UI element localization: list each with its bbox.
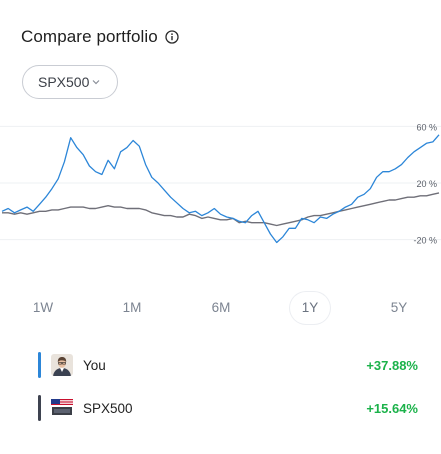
- us-flag-icon: [51, 399, 73, 417]
- header: Compare portfolio: [21, 27, 179, 47]
- chevron-down-icon: [92, 80, 100, 85]
- series-line-you: [1, 134, 440, 244]
- series-color-bar: [38, 352, 41, 378]
- legend-row-you: You +37.88%: [38, 352, 418, 378]
- y-tick-label: 60 %: [416, 122, 437, 132]
- y-tick-label: 20 %: [416, 179, 437, 189]
- page-title: Compare portfolio: [21, 27, 158, 46]
- info-icon[interactable]: [165, 30, 179, 44]
- range-1w[interactable]: 1W: [32, 300, 54, 315]
- range-1m[interactable]: 1M: [122, 300, 142, 315]
- range-1y[interactable]: 1Y: [290, 292, 330, 324]
- range-5y[interactable]: 5Y: [390, 300, 408, 315]
- avatar-icon: [51, 354, 73, 376]
- performance-chart[interactable]: 60 % 20 % -20 %: [0, 98, 441, 268]
- compare-select-value: SPX500: [38, 74, 90, 90]
- legend-return: +37.88%: [366, 357, 418, 373]
- legend-row-spx500: SPX500 +15.64%: [38, 395, 418, 421]
- series-line-spx500: [2, 192, 440, 227]
- y-tick-label: -20 %: [413, 236, 437, 246]
- legend-return: +15.64%: [366, 400, 418, 416]
- compare-select[interactable]: SPX500: [22, 65, 118, 99]
- time-range-selector: 1W 1M 6M 1Y 5Y: [0, 292, 441, 324]
- legend-name: You: [83, 357, 106, 373]
- series-color-bar: [38, 395, 41, 421]
- legend-name: SPX500: [83, 400, 133, 416]
- range-6m[interactable]: 6M: [211, 300, 231, 315]
